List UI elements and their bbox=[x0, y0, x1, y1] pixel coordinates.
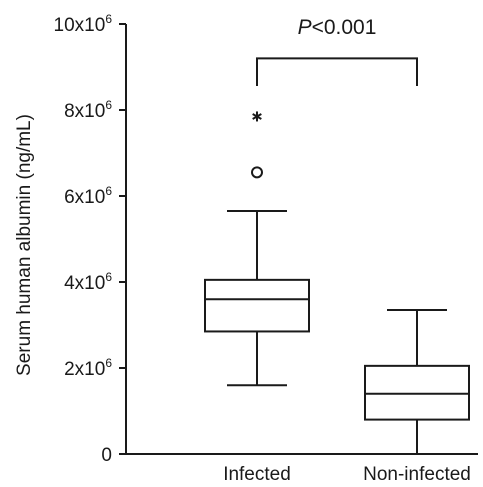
box-infected bbox=[204, 111, 310, 387]
iqr-box bbox=[364, 364, 470, 421]
y-tick-base: 6x10 bbox=[64, 187, 105, 208]
y-tick-base: 2x10 bbox=[64, 359, 105, 380]
x-axis-categories: Infected Non-infected bbox=[223, 464, 471, 485]
y-tick-base: 0 bbox=[101, 445, 112, 466]
asterisk-stroke bbox=[252, 113, 262, 120]
y-tick-exponent: 6 bbox=[105, 98, 112, 112]
p-value-label: P<0.001 bbox=[298, 16, 377, 39]
y-tick-label: 10x106 bbox=[54, 12, 113, 36]
outlier-circle bbox=[251, 166, 263, 179]
y-tick-base: 8x10 bbox=[64, 101, 105, 122]
y-tick-base: 4x10 bbox=[64, 273, 105, 294]
x-category-label: Infected bbox=[223, 464, 291, 485]
y-tick-label: 4x106 bbox=[64, 270, 112, 294]
p-threshold: <0.001 bbox=[312, 16, 377, 39]
iqr-box bbox=[204, 278, 310, 333]
significance-annotation: P<0.001 bbox=[256, 16, 418, 86]
y-tick-exponent: 6 bbox=[105, 12, 112, 26]
y-tick-label: 2x106 bbox=[64, 356, 112, 380]
y-tick-label: 8x106 bbox=[64, 98, 112, 122]
boxes bbox=[204, 111, 470, 454]
y-tick-label: 0 bbox=[101, 445, 112, 466]
y-tick-label: 6x106 bbox=[64, 184, 112, 208]
box-non-infected bbox=[364, 308, 470, 454]
y-tick-base: 10x10 bbox=[54, 15, 106, 36]
y-tick-exponent: 6 bbox=[105, 356, 112, 370]
y-tick-exponent: 6 bbox=[105, 270, 112, 284]
outlier-asterisk bbox=[252, 111, 262, 122]
y-axis-title: Serum human albumin (ng/mL) bbox=[14, 114, 35, 376]
p-symbol: P bbox=[298, 16, 312, 39]
y-tick-exponent: 6 bbox=[105, 184, 112, 198]
x-category-label: Non-infected bbox=[363, 464, 471, 485]
significance-bracket bbox=[256, 57, 418, 86]
